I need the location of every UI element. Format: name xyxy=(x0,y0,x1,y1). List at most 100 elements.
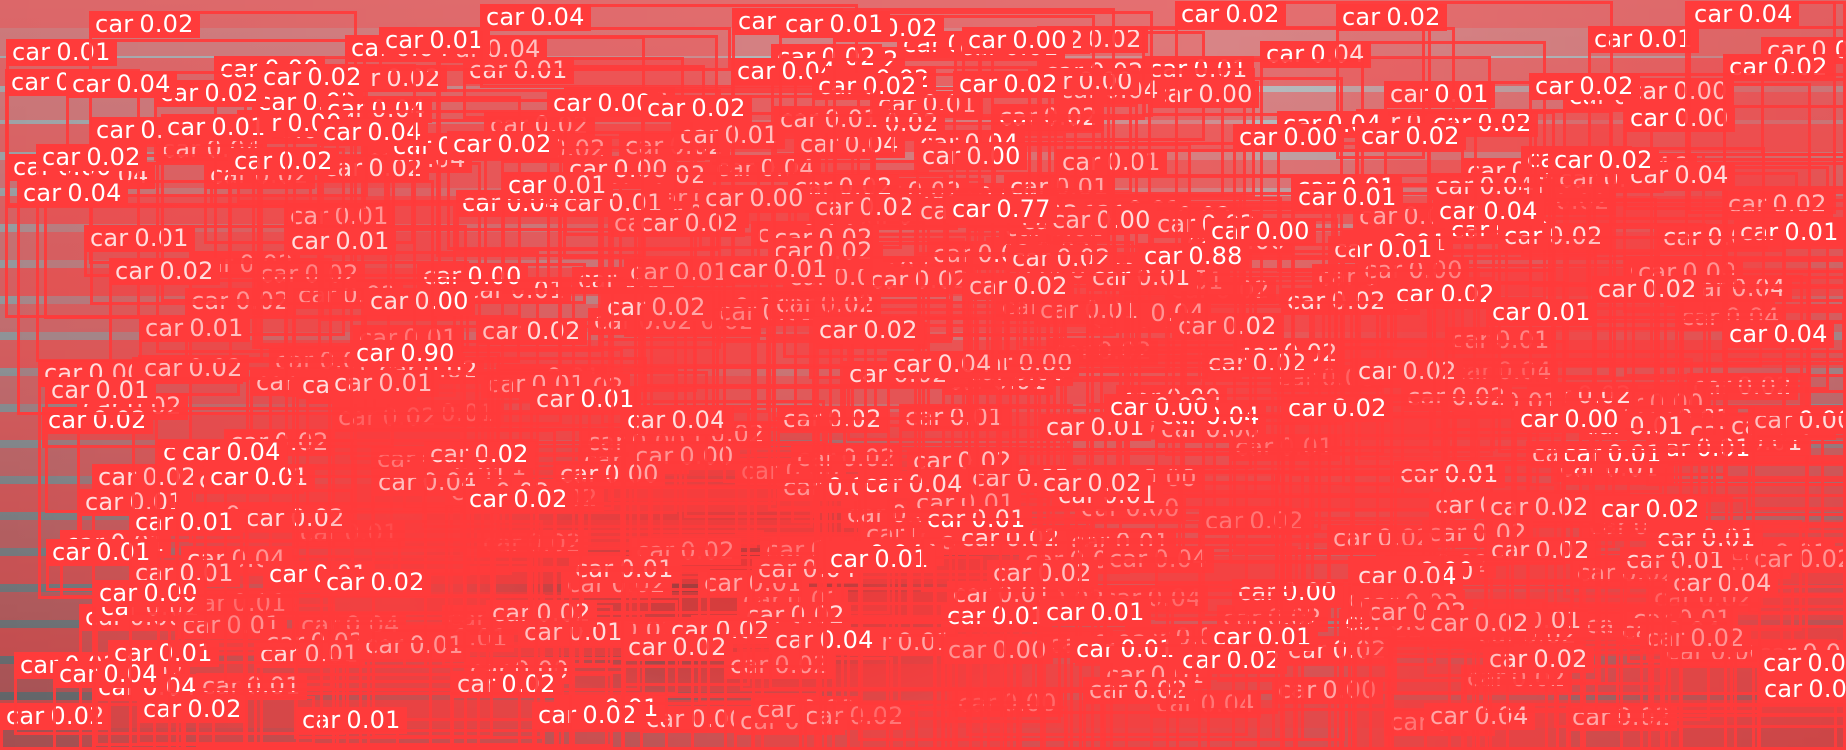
detection-score: 0.02 xyxy=(1225,0,1280,28)
detection-score: 0.04 xyxy=(1497,357,1552,385)
detection-class: car xyxy=(182,438,221,466)
detection-score: 0.02 xyxy=(86,143,141,171)
detection-class: car xyxy=(800,130,839,158)
detection-class: car xyxy=(757,695,796,723)
detection-score: 0.01 xyxy=(1434,80,1489,108)
detection-score: 0.04 xyxy=(1773,320,1828,348)
detection-class: car xyxy=(1361,122,1400,150)
detection-class: car xyxy=(1729,320,1768,348)
detection-score: 0.02 xyxy=(497,130,552,158)
detection-class: car xyxy=(23,179,62,207)
detection-class: car xyxy=(1764,675,1803,703)
detection-class: car xyxy=(1694,0,1733,28)
detection-class: car xyxy=(356,339,395,367)
detection-class: car xyxy=(1763,649,1802,677)
detection-class: car xyxy=(1266,40,1305,68)
detection-score: 0.02 xyxy=(691,94,746,122)
detection-score: 0.00 xyxy=(1198,80,1253,108)
detection-class: car xyxy=(486,3,525,31)
detection-class: car xyxy=(1492,298,1531,326)
detection-score: 0.00 xyxy=(1283,123,1338,151)
detection-class: car xyxy=(1046,598,1085,626)
detection-label: car 0.77 xyxy=(946,196,1057,223)
detection-score: 0.02 xyxy=(1807,649,1846,677)
detection-class: car xyxy=(1520,405,1559,433)
detection-class: car xyxy=(1594,25,1633,53)
detection-class: car xyxy=(1390,80,1429,108)
detection-label: car 0.90 xyxy=(350,340,461,367)
detection-score: 0.02 xyxy=(1579,72,1634,100)
detection-score: 0.04 xyxy=(226,438,281,466)
detection-score: 0.01 xyxy=(829,10,884,38)
detection-class: car xyxy=(11,68,50,96)
detection-class: car xyxy=(830,545,869,573)
detection-class: car xyxy=(20,651,59,679)
detection-class: car xyxy=(99,579,138,607)
detection-class: car xyxy=(647,94,686,122)
detection-score: 0.01 xyxy=(429,26,484,54)
detection-class: car xyxy=(453,130,492,158)
detection-score: 0.04 xyxy=(1738,0,1793,28)
detection-score: 0.02 xyxy=(142,463,197,491)
detection-class: car xyxy=(738,7,777,35)
detection-score: 0.02 xyxy=(1405,122,1460,150)
detection-score: 0.01 xyxy=(1638,25,1693,53)
detection-class: car xyxy=(553,89,592,117)
detection-class: car xyxy=(737,57,776,85)
detection-score: 0.02 xyxy=(370,568,425,596)
detection-class: car xyxy=(59,660,98,688)
detection-score: 0.04 xyxy=(530,3,585,31)
detection-class: car xyxy=(1181,0,1220,28)
detection-class: car xyxy=(1554,146,1593,174)
detection-score: 0.00 xyxy=(1564,405,1619,433)
detection-score: 0.02 xyxy=(139,10,194,38)
detection-box: car 0.77 xyxy=(946,196,1116,336)
detection-class: car xyxy=(385,26,424,54)
detection-class: car xyxy=(1239,123,1278,151)
detection-score: 0.88 xyxy=(1188,242,1243,270)
detection-class: car xyxy=(952,195,991,223)
detection-box: car 0.88 xyxy=(1138,243,1358,403)
detection-class: car xyxy=(716,154,755,182)
detection-score: 0.02 xyxy=(1598,146,1653,174)
detection-class: car xyxy=(326,568,365,596)
detection-box: car 0.90 xyxy=(350,340,490,460)
detection-class: car xyxy=(98,463,137,491)
detection-score: 0.01 xyxy=(1808,675,1846,703)
detection-class: car xyxy=(1535,72,1574,100)
detection-score: 0.00 xyxy=(1673,77,1728,105)
detection-score: 0.01 xyxy=(1279,433,1334,461)
detection-class: car xyxy=(263,63,302,91)
